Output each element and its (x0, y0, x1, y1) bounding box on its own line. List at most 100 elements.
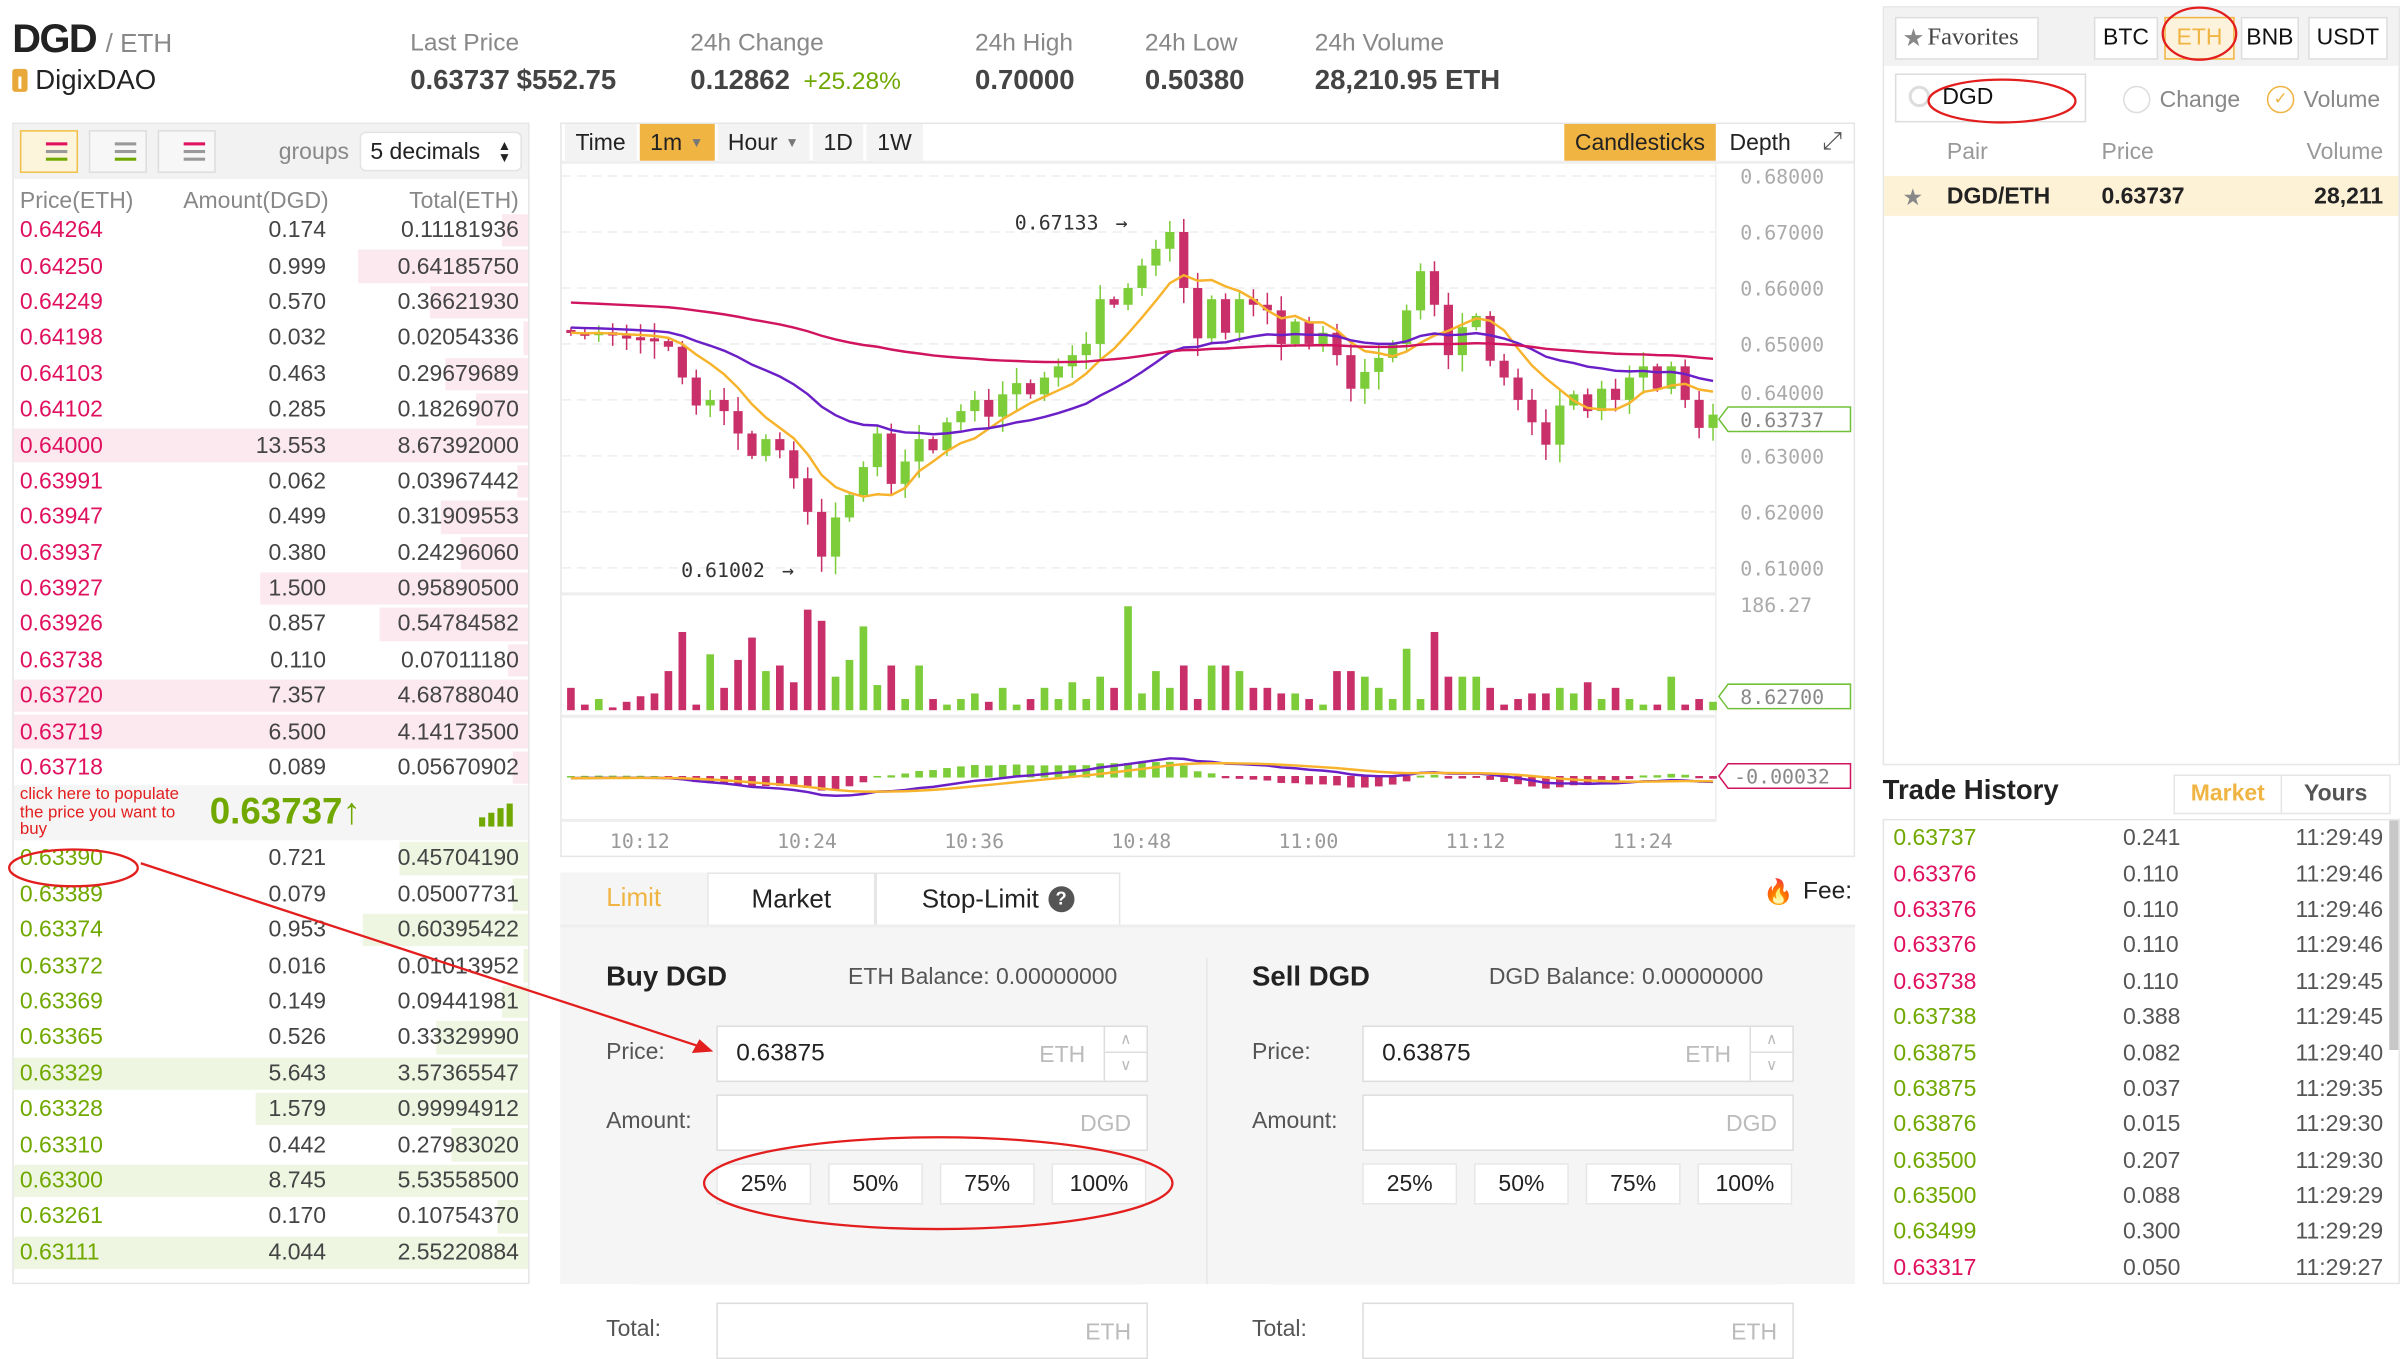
bid-row[interactable]: 0.63310 0.442 0.27983020 (14, 1127, 529, 1163)
view-asks-button[interactable] (157, 130, 216, 173)
price[interactable]: 0.63937 (19, 539, 103, 566)
ask-row[interactable]: 0.63927 1.500 0.95890500 (14, 571, 529, 607)
tab-1m[interactable]: 1m ▼ (639, 123, 715, 161)
price[interactable]: 0.63111 (19, 1239, 100, 1266)
sell-amount-input[interactable]: DGD (1362, 1094, 1794, 1152)
quote-btc[interactable]: BTC (2093, 16, 2159, 60)
price[interactable]: 0.63328 (19, 1096, 103, 1123)
bid-row[interactable]: 0.63374 0.953 0.60395422 (14, 912, 529, 948)
buy-total-input[interactable]: ETH (716, 1302, 1148, 1359)
chevron-up-icon[interactable]: ∧ (1105, 1027, 1147, 1054)
bid-row[interactable]: 0.63372 0.016 0.01013952 (14, 948, 529, 984)
sell-total-input[interactable]: ETH (1362, 1302, 1794, 1359)
price[interactable]: 0.63329 (19, 1060, 103, 1087)
quote-eth[interactable]: ETH (2164, 16, 2235, 60)
sort-change-radio[interactable]: Change (2122, 85, 2240, 114)
ask-row[interactable]: 0.63718 0.089 0.05670902 (14, 750, 529, 786)
bid-row[interactable]: 0.63389 0.079 0.05007731 (14, 876, 529, 912)
price[interactable]: 0.63947 (19, 504, 103, 531)
bid-row[interactable]: 0.63261 0.170 0.10754370 (14, 1199, 529, 1235)
ask-row[interactable]: 0.63926 0.857 0.54784582 (14, 607, 529, 643)
candlesticks-button[interactable]: Candlesticks (1564, 123, 1716, 161)
quote-usdt[interactable]: USDT (2308, 16, 2388, 60)
ask-row[interactable]: 0.64264 0.174 0.11181936 (14, 213, 529, 249)
price[interactable]: 0.63738 (19, 647, 103, 674)
bid-row[interactable]: 0.63390 0.721 0.45704190 (14, 841, 529, 877)
buy-percent-100-button[interactable]: 100% (1051, 1163, 1147, 1205)
bid-row[interactable]: 0.63365 0.526 0.33329990 (14, 1020, 529, 1056)
sort-volume-radio[interactable]: ✓ Volume (2266, 85, 2380, 114)
buy-amount-input[interactable]: DGD (716, 1094, 1148, 1152)
price[interactable]: 0.63390 (19, 845, 103, 872)
price-stepper[interactable]: ∧ ∨ (1103, 1027, 1147, 1081)
view-bids-button[interactable] (88, 130, 147, 173)
ask-row[interactable]: 0.64250 0.999 0.64185750 (14, 249, 529, 285)
price[interactable]: 0.64000 (19, 432, 103, 459)
price[interactable]: 0.63261 (19, 1203, 103, 1230)
depth-button[interactable]: Depth (1718, 123, 1802, 161)
fullscreen-icon[interactable]: ⤢ (1822, 128, 1842, 155)
price[interactable]: 0.64198 (19, 325, 103, 352)
buy-percent-75-button[interactable]: 75% (939, 1163, 1035, 1205)
tab-limit[interactable]: Limit (560, 872, 708, 925)
price[interactable]: 0.63720 (19, 683, 103, 710)
tab-stop-limit[interactable]: Stop-Limit? (875, 872, 1121, 925)
bid-row[interactable]: 0.63369 0.149 0.09441981 (14, 984, 529, 1020)
price[interactable]: 0.63389 (19, 881, 103, 908)
ask-row[interactable]: 0.64198 0.032 0.02054336 (14, 320, 529, 356)
ask-row[interactable]: 0.63720 7.357 4.68788040 (13, 678, 529, 714)
price[interactable]: 0.64264 (19, 217, 103, 244)
candlestick-chart[interactable]: 0.68000 0.67000 0.66000 0.65000 0.64000 0.630… (561, 163, 1857, 856)
price[interactable]: 0.64250 (19, 253, 103, 280)
price[interactable]: 0.63719 (19, 718, 103, 745)
tab-market[interactable]: Market (707, 872, 876, 925)
bid-row[interactable]: 0.63300 8.745 5.53558500 (13, 1163, 529, 1199)
price[interactable]: 0.63310 (19, 1131, 103, 1158)
bid-row[interactable]: 0.63328 1.579 0.99994912 (14, 1091, 529, 1127)
ask-row[interactable]: 0.64249 0.570 0.36621930 (14, 284, 529, 320)
chevron-down-icon[interactable]: ∨ (1120, 1057, 1132, 1075)
price[interactable]: 0.63718 (19, 754, 103, 781)
price[interactable]: 0.63372 (19, 952, 103, 979)
ask-row[interactable]: 0.63947 0.499 0.31909553 (14, 499, 529, 535)
tab-market-trades[interactable]: Market (2175, 776, 2283, 813)
price[interactable]: 0.63926 (19, 611, 103, 638)
ask-row[interactable]: 0.63991 0.062 0.03967442 (14, 463, 529, 499)
tab-1d[interactable]: 1D (812, 123, 864, 161)
price-stepper[interactable]: ∧ ∨ (1749, 1027, 1793, 1081)
price[interactable]: 0.63927 (19, 575, 103, 602)
sell-percent-75-button[interactable]: 75% (1585, 1163, 1681, 1205)
tab-time[interactable]: Time (564, 123, 637, 161)
ask-row[interactable]: 0.64000 13.553 8.67392000 (13, 428, 529, 464)
price[interactable]: 0.64103 (19, 360, 103, 387)
ask-row[interactable]: 0.63738 0.110 0.07011180 (14, 642, 529, 678)
bid-row[interactable]: 0.63111 4.044 2.55220884 (13, 1235, 529, 1271)
quote-bnb[interactable]: BNB (2240, 16, 2299, 60)
buy-percent-25-button[interactable]: 25% (716, 1163, 812, 1205)
groups-select[interactable]: 5 decimals ▲ ▼ (359, 131, 522, 172)
ask-row[interactable]: 0.63719 6.500 4.14173500 (13, 714, 529, 750)
help-icon[interactable]: ? (1048, 886, 1075, 913)
sell-percent-50-button[interactable]: 50% (1473, 1163, 1569, 1205)
sell-price-input[interactable]: 0.63875 ETH ∧ ∨ (1362, 1025, 1794, 1083)
price[interactable]: 0.63365 (19, 1024, 103, 1051)
price[interactable]: 0.63991 (19, 468, 103, 495)
ask-row[interactable]: 0.63937 0.380 0.24296060 (14, 535, 529, 571)
chevron-up-icon[interactable]: ∧ (1751, 1027, 1793, 1054)
price[interactable]: 0.63300 (19, 1167, 103, 1194)
ask-row[interactable]: 0.64103 0.463 0.29679689 (14, 356, 529, 392)
price[interactable]: 0.64102 (19, 396, 103, 423)
star-icon[interactable]: ★ (1902, 185, 1924, 212)
sell-percent-25-button[interactable]: 25% (1362, 1163, 1458, 1205)
info-icon[interactable] (12, 68, 28, 92)
tab-hour[interactable]: Hour ▼ (717, 123, 810, 161)
buy-percent-50-button[interactable]: 50% (828, 1163, 923, 1205)
tab-your-trades[interactable]: Yours (2304, 780, 2368, 807)
price[interactable]: 0.64249 (19, 289, 103, 316)
tab-1w[interactable]: 1W (866, 123, 923, 161)
sell-percent-100-button[interactable]: 100% (1697, 1163, 1793, 1205)
view-both-button[interactable] (19, 130, 79, 173)
chevron-down-icon[interactable]: ∨ (1766, 1057, 1778, 1075)
price[interactable]: 0.63369 (19, 988, 103, 1015)
scrollbar[interactable] (2389, 820, 2399, 1050)
